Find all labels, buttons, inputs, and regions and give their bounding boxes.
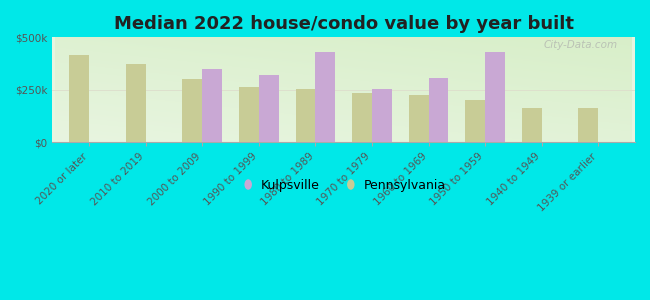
- Bar: [126, 64, 146, 142]
- Bar: [428, 78, 448, 142]
- Bar: [259, 75, 279, 142]
- Text: City-Data.com: City-Data.com: [543, 40, 618, 50]
- Bar: [465, 100, 485, 142]
- Bar: [522, 108, 541, 142]
- Bar: [372, 89, 392, 142]
- Bar: [485, 52, 505, 142]
- Bar: [315, 52, 335, 142]
- Legend: Kulpsville, Pennsylvania: Kulpsville, Pennsylvania: [237, 174, 450, 197]
- Title: Median 2022 house/condo value by year built: Median 2022 house/condo value by year bu…: [114, 15, 574, 33]
- Bar: [409, 95, 428, 142]
- Bar: [202, 69, 222, 142]
- Bar: [296, 89, 315, 142]
- Bar: [352, 93, 372, 142]
- Bar: [183, 79, 202, 142]
- Bar: [239, 87, 259, 142]
- Bar: [70, 55, 89, 142]
- Bar: [578, 108, 598, 142]
